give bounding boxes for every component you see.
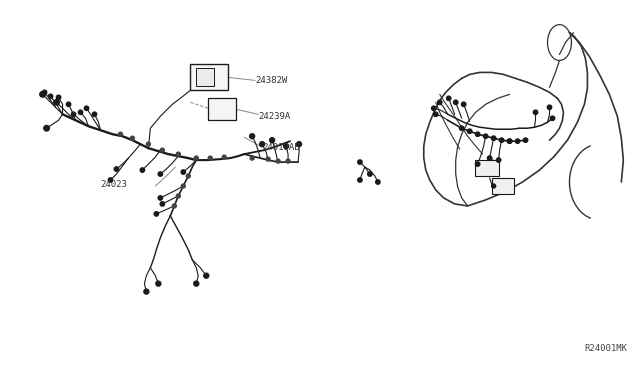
Bar [208, 98, 236, 120]
Circle shape [508, 139, 512, 143]
Circle shape [67, 102, 71, 106]
Bar [196, 68, 214, 86]
Circle shape [160, 202, 164, 206]
Circle shape [476, 162, 480, 166]
Circle shape [84, 106, 89, 110]
Circle shape [358, 178, 362, 182]
Circle shape [44, 125, 49, 131]
Circle shape [56, 95, 61, 100]
Circle shape [269, 138, 275, 143]
Circle shape [194, 281, 199, 286]
Circle shape [140, 168, 145, 172]
Circle shape [376, 180, 380, 184]
Circle shape [195, 156, 198, 160]
Circle shape [131, 136, 134, 140]
Text: 24239A: 24239A [258, 112, 291, 121]
Circle shape [358, 160, 362, 164]
Circle shape [250, 134, 255, 139]
Circle shape [49, 94, 52, 99]
Circle shape [154, 212, 159, 216]
Circle shape [454, 100, 458, 105]
Circle shape [158, 172, 163, 176]
Circle shape [208, 156, 212, 160]
Circle shape [222, 155, 226, 159]
Circle shape [250, 156, 254, 160]
Circle shape [476, 132, 480, 137]
Circle shape [296, 142, 301, 147]
Circle shape [78, 110, 83, 115]
Circle shape [483, 134, 488, 138]
Text: 24382W: 24382W [255, 76, 287, 85]
Circle shape [497, 158, 501, 162]
Text: 24019AB: 24019AB [262, 142, 300, 152]
Circle shape [156, 281, 161, 286]
Circle shape [40, 92, 45, 97]
Circle shape [186, 174, 190, 178]
Circle shape [460, 126, 464, 131]
Circle shape [508, 139, 512, 143]
Circle shape [447, 96, 451, 100]
Circle shape [204, 273, 209, 278]
Circle shape [438, 100, 442, 105]
Circle shape [492, 136, 496, 140]
Circle shape [499, 138, 504, 142]
Circle shape [260, 142, 264, 147]
Circle shape [276, 159, 280, 163]
Circle shape [286, 159, 290, 163]
Circle shape [108, 178, 113, 182]
Circle shape [461, 102, 466, 106]
Circle shape [266, 157, 270, 161]
Circle shape [492, 184, 495, 188]
Circle shape [118, 132, 122, 136]
Circle shape [144, 289, 149, 294]
Circle shape [368, 172, 372, 176]
Circle shape [515, 139, 520, 143]
Circle shape [533, 110, 538, 115]
Bar [475, 160, 499, 176]
Bar [492, 178, 513, 194]
Text: R24001MK: R24001MK [584, 344, 627, 353]
Circle shape [158, 196, 163, 200]
Circle shape [547, 105, 552, 109]
Circle shape [92, 112, 97, 116]
Circle shape [181, 170, 186, 174]
Circle shape [488, 156, 492, 160]
Circle shape [42, 90, 47, 94]
Circle shape [54, 100, 60, 105]
Circle shape [176, 194, 180, 198]
Circle shape [431, 106, 436, 110]
Circle shape [161, 148, 164, 152]
Circle shape [115, 167, 118, 171]
Bar [190, 64, 228, 90]
Circle shape [524, 138, 528, 142]
Circle shape [550, 116, 555, 121]
Circle shape [284, 144, 289, 149]
Circle shape [176, 152, 180, 156]
Circle shape [147, 142, 150, 146]
Circle shape [172, 204, 176, 208]
Circle shape [467, 129, 472, 134]
Circle shape [181, 184, 186, 188]
Circle shape [433, 112, 438, 116]
Circle shape [71, 112, 76, 116]
Text: 24023: 24023 [100, 180, 127, 189]
